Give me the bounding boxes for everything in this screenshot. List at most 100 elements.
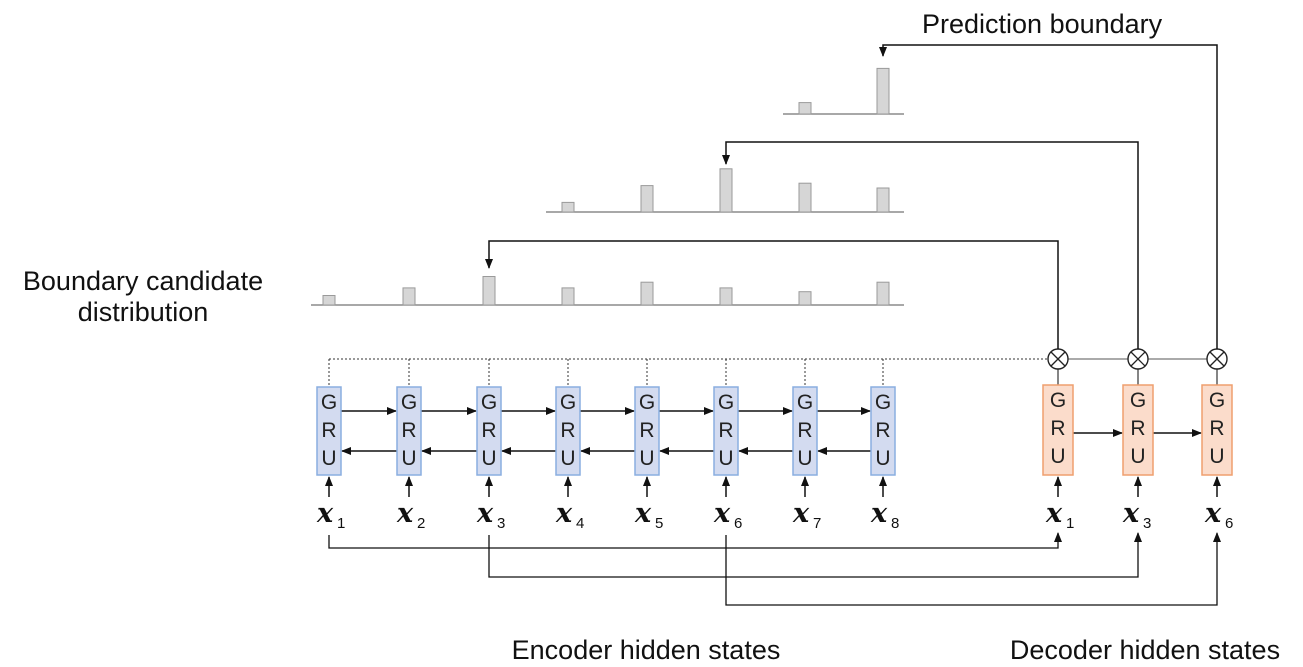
distributions-layer (311, 67, 904, 306)
encoder-gru-cell (476, 386, 502, 476)
gru-letter: U (797, 447, 812, 470)
input-subscript: 8 (891, 515, 899, 532)
encoder-gru-cell (713, 386, 739, 476)
distribution-bar (322, 295, 336, 306)
decoder-hidden-states-label: Decoder hidden states (1010, 635, 1280, 665)
input-subscript: 1 (337, 515, 345, 532)
encoder-gru-cell (792, 386, 818, 476)
input-variable: x (634, 498, 652, 529)
gru-letter: R (560, 419, 575, 442)
input-subscript: 4 (576, 515, 584, 532)
gru-letter: U (1050, 445, 1065, 468)
decoder-gru-cell (1201, 384, 1233, 476)
distribution-bar (561, 287, 575, 306)
distribution-bar (876, 281, 890, 306)
input-subscript: 6 (1225, 515, 1233, 532)
gru-letter: R (321, 419, 336, 442)
distribution-bar (402, 287, 416, 306)
distribution-bar (719, 168, 733, 213)
input-subscript: 6 (734, 515, 742, 532)
input-subscript: 1 (1066, 515, 1074, 532)
encoder-gru-cell (555, 386, 581, 476)
distribution-bar (482, 276, 496, 306)
gru-letter: G (797, 391, 813, 414)
encoder-gru-cell (634, 386, 660, 476)
encoder-hidden-states-label: Encoder hidden states (512, 635, 781, 665)
gru-letter: G (639, 391, 655, 414)
gru-letter: R (797, 419, 812, 442)
encoder-gru-cell (396, 386, 422, 476)
distribution-bar (876, 67, 890, 115)
distribution-bar (798, 102, 812, 115)
input-variable: x (792, 498, 810, 529)
boundary-candidate-label-line1: Boundary candidate (23, 266, 263, 296)
gru-letter: U (639, 447, 654, 470)
gru-letter: U (718, 447, 733, 470)
distribution-bar (640, 185, 654, 213)
pointer-arrow (879, 44, 1218, 349)
gru-letter: R (401, 419, 416, 442)
gru-letter: R (1130, 417, 1145, 440)
gru-letter: U (401, 447, 416, 470)
prediction-boundary-label: Prediction boundary (922, 9, 1163, 39)
input-variable: x (316, 498, 334, 529)
gru-letter: U (1209, 445, 1224, 468)
multiply-icon-stroke (1209, 351, 1225, 367)
gru-letter: U (875, 447, 890, 470)
boundary-candidate-label-line2: distribution (78, 297, 209, 327)
gru-letter: U (481, 447, 496, 470)
input-subscript: 5 (655, 515, 663, 532)
gru-letter: G (1209, 389, 1225, 412)
gru-letter: G (718, 391, 734, 414)
gru-letter: U (560, 447, 575, 470)
gru-letter: U (321, 447, 336, 470)
gru-letter: G (401, 391, 417, 414)
multiply-icon-stroke (1130, 351, 1146, 367)
input-variable: x (1122, 498, 1140, 529)
gru-letter: R (875, 419, 890, 442)
connectors-layer (325, 44, 1228, 606)
gru-letter: R (718, 419, 733, 442)
input-subscript: 3 (497, 515, 505, 532)
input-subscript: 3 (1143, 515, 1151, 532)
gru-letter: G (560, 391, 576, 414)
encoder-gru-cell (316, 386, 342, 476)
input-variable: x (713, 498, 731, 529)
gru-letter: U (1130, 445, 1145, 468)
input-variable: x (476, 498, 494, 529)
encoder-gru-cell (870, 386, 896, 476)
input-variable: x (1045, 498, 1063, 529)
input-subscript: 2 (417, 515, 425, 532)
pointer-arrow (722, 141, 1139, 349)
distribution-bar (798, 291, 812, 306)
distribution-bar (640, 281, 654, 306)
pointer-arrow (485, 240, 1059, 349)
copy-connector (488, 532, 1142, 578)
gru-letter: R (639, 419, 654, 442)
multiply-icon-stroke (1050, 351, 1066, 367)
gru-letter: G (321, 391, 337, 414)
input-variable: x (870, 498, 888, 529)
gru-letter: G (1050, 389, 1066, 412)
gru-letter: R (1209, 417, 1224, 440)
input-variable: x (1204, 498, 1222, 529)
copy-connector (725, 532, 1221, 606)
decoder-gru-cell (1122, 384, 1154, 476)
decoder-gru-cell (1042, 384, 1074, 476)
gru-letter: R (481, 419, 496, 442)
distribution-bar (798, 182, 812, 213)
gru-letter: G (1130, 389, 1146, 412)
input-variable: x (555, 498, 573, 529)
input-variable: x (396, 498, 414, 529)
distribution-bar (876, 187, 890, 213)
input-subscript: 7 (813, 515, 821, 532)
distribution-bar (561, 201, 575, 213)
copy-connector (328, 532, 1062, 549)
gru-letter: G (481, 391, 497, 414)
gru-letter: R (1050, 417, 1065, 440)
distribution-bar (719, 287, 733, 306)
gru-letter: G (875, 391, 891, 414)
